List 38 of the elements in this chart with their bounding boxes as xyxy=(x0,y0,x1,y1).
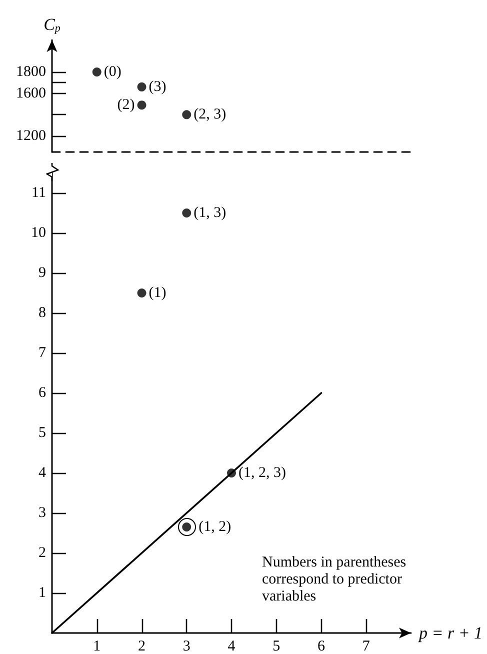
y-tick-label: 1600 xyxy=(16,85,46,102)
y-tick-label: 11 xyxy=(32,185,46,201)
point xyxy=(227,468,236,478)
x-tick-label: 6 xyxy=(318,638,326,654)
point xyxy=(137,100,146,110)
x-tick-label: 1 xyxy=(93,638,101,654)
x-tick-label: 4 xyxy=(228,638,236,654)
y-tick-label: 4 xyxy=(38,465,46,481)
point xyxy=(182,208,192,218)
x-tick-label: 3 xyxy=(182,638,190,654)
y-tick-label: 7 xyxy=(38,345,46,361)
x-tick-label: 7 xyxy=(362,638,370,654)
y-tick-label: 3 xyxy=(38,505,46,521)
annotation: Numbers in parentheses correspond to predictor variables xyxy=(262,554,410,604)
annotation: (1, 2, 3) xyxy=(238,465,286,481)
y-tick-label: 10 xyxy=(31,225,46,241)
y-tick-label: 1800 xyxy=(16,64,46,80)
y-tick-label: 5 xyxy=(38,425,46,441)
y-tick-label: 1 xyxy=(38,585,46,601)
annotation: (1, 2) xyxy=(198,519,232,535)
x-tick-label: 2 xyxy=(138,638,146,654)
annotation: (1, 3) xyxy=(194,205,226,221)
y-tick-label: 6 xyxy=(38,385,46,401)
y-tick-label: 1200 xyxy=(16,128,46,144)
x-tick-label: 5 xyxy=(272,638,280,654)
y-tick-label: 9 xyxy=(38,265,46,281)
point xyxy=(182,110,192,120)
point xyxy=(92,68,102,76)
annotation: (3) xyxy=(148,78,166,95)
y-tick-label: 8 xyxy=(38,305,46,321)
annotation: (2) xyxy=(117,97,135,114)
annotation: (0) xyxy=(104,64,122,80)
annotation: (1) xyxy=(148,285,166,301)
point xyxy=(137,288,146,298)
point xyxy=(137,82,146,92)
y-tick-label: 2 xyxy=(38,545,46,561)
annotation: (2, 3) xyxy=(194,106,226,123)
x-axis-title: p = r + 1 xyxy=(418,624,483,642)
